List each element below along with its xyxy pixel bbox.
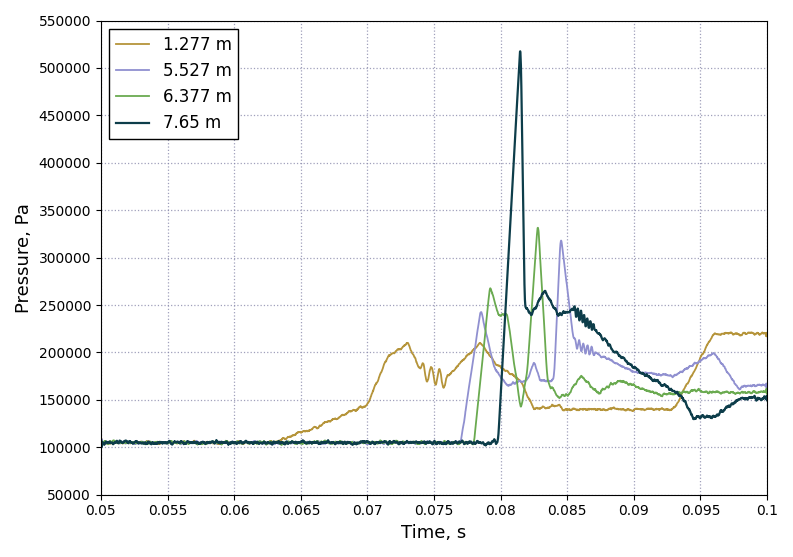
7.65 m: [762, 397, 772, 404]
7.65 m: [352, 441, 362, 447]
Legend: 1.277 m, 5.527 m, 6.377 m, 7.65 m: 1.277 m, 5.527 m, 6.377 m, 7.65 m: [109, 29, 238, 139]
1.277 m: [381, 359, 390, 365]
5.527 m: [749, 382, 759, 389]
6.377 m: [172, 439, 182, 446]
Line: 6.377 m: 6.377 m: [101, 228, 767, 445]
6.377 m: [762, 387, 772, 394]
6.377 m: [381, 438, 390, 445]
6.377 m: [749, 388, 759, 395]
1.277 m: [262, 441, 271, 448]
6.377 m: [678, 389, 688, 396]
Line: 7.65 m: 7.65 m: [101, 51, 767, 447]
Line: 5.527 m: 5.527 m: [101, 241, 767, 446]
1.277 m: [762, 330, 772, 337]
1.277 m: [172, 440, 182, 447]
1.277 m: [678, 389, 688, 395]
1.277 m: [352, 407, 362, 414]
7.65 m: [381, 438, 390, 445]
1.277 m: [747, 329, 757, 336]
1.277 m: [749, 331, 759, 338]
6.377 m: [533, 224, 542, 231]
7.65 m: [97, 444, 106, 451]
7.65 m: [749, 393, 759, 399]
5.527 m: [557, 237, 566, 244]
5.527 m: [678, 369, 688, 375]
7.65 m: [212, 437, 221, 444]
6.377 m: [351, 439, 361, 446]
7.65 m: [515, 48, 525, 55]
Y-axis label: Pressure, Pa: Pressure, Pa: [15, 203, 33, 312]
5.527 m: [351, 439, 361, 446]
Line: 1.277 m: 1.277 m: [101, 333, 767, 444]
5.527 m: [381, 439, 390, 446]
5.527 m: [212, 439, 221, 446]
6.377 m: [212, 439, 221, 446]
1.277 m: [212, 440, 221, 447]
5.527 m: [172, 438, 182, 445]
5.527 m: [762, 384, 772, 391]
X-axis label: Time, s: Time, s: [401, 524, 466, 542]
6.377 m: [96, 442, 105, 448]
1.277 m: [96, 438, 105, 444]
7.65 m: [678, 395, 688, 402]
5.527 m: [96, 443, 105, 449]
7.65 m: [172, 439, 182, 446]
7.65 m: [96, 437, 105, 444]
